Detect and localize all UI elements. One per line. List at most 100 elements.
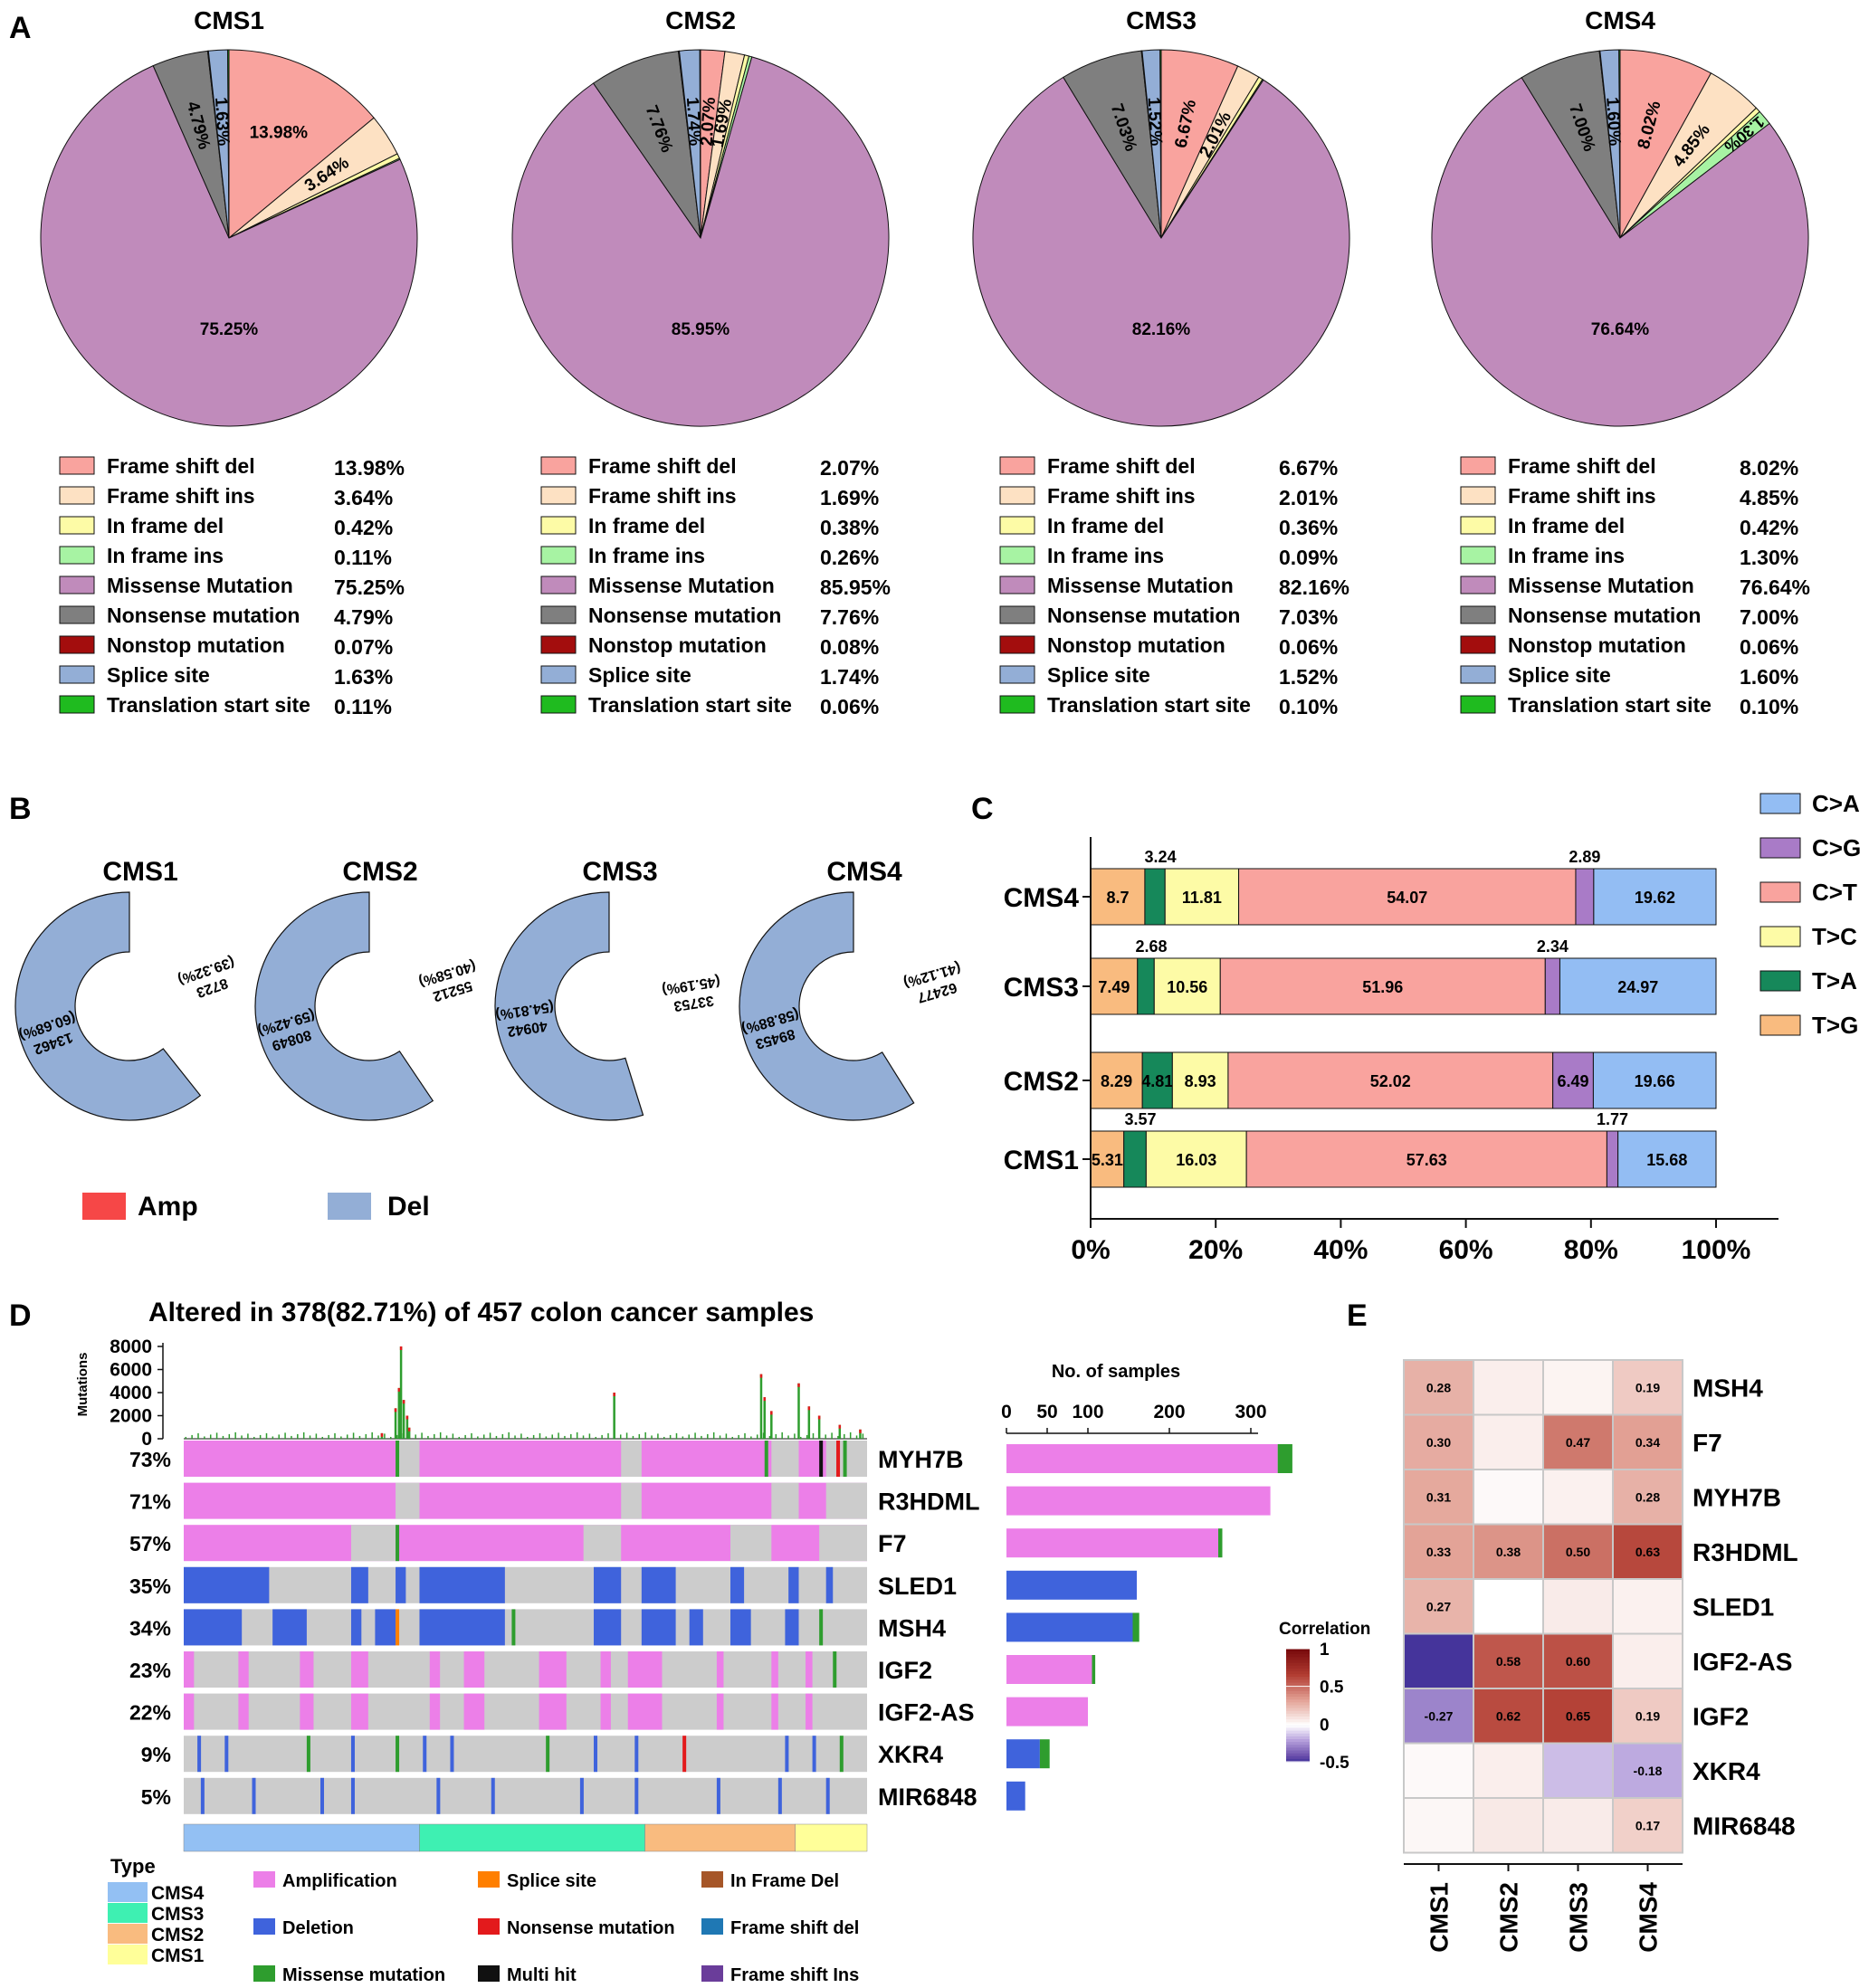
colorbar-step [1286, 1690, 1310, 1695]
heatmap-cell-label: -0.18 [1634, 1764, 1663, 1778]
bar-label: 5.31 [1092, 1151, 1123, 1169]
heatmap-row-label: XKR4 [1693, 1757, 1760, 1785]
legend-value: 0.36% [1279, 516, 1338, 539]
onco-block [429, 1693, 441, 1730]
onco-block [429, 1651, 441, 1688]
heatmap-cell [1612, 1523, 1683, 1580]
bar-label: 2.68 [1135, 937, 1167, 956]
onco-block [771, 1441, 799, 1477]
heatmap-cell [1403, 1469, 1474, 1526]
legend-swatch-frame-shift-del [999, 456, 1035, 475]
onco-percent: 71% [129, 1490, 171, 1514]
legend-label-nonstop-mutation: Nonstop mutation [1508, 633, 1686, 657]
bar-category-label: CMS4 [1004, 883, 1080, 913]
panel-letter-e: E [1347, 1298, 1368, 1333]
alteration-legend-swatch-missense-mutation [253, 1965, 275, 1982]
onco-mark [396, 1736, 400, 1773]
colorbar-step [1286, 1750, 1310, 1755]
onco-mark [785, 1736, 789, 1773]
type-legend-swatch-cms2 [108, 1924, 148, 1944]
heatmap-row-r3hdml: 0.33 0.38 0.50 0.63 R3HDML [1403, 1523, 1798, 1580]
legend-swatch-t-g [1759, 1014, 1801, 1036]
pie-slice-label-missense: 75.25% [200, 320, 259, 339]
legend-value: 0.38% [820, 516, 879, 539]
bar-segment-c-a [1617, 1130, 1717, 1188]
bar-label: 7.49 [1098, 978, 1130, 996]
donut-slice-del [739, 891, 915, 1121]
colorbar-step [1286, 1717, 1310, 1720]
onco-mark [200, 1777, 205, 1814]
heatmap-row-xkr4: -0.18 XKR4 [1403, 1742, 1760, 1799]
legend-label-in-frame-ins: In frame ins [1508, 544, 1625, 567]
alteration-legend-swatch-multi-hit [478, 1965, 500, 1982]
onco-block [730, 1609, 751, 1646]
onco-row-r3hdml: 71% R3HDML [129, 1482, 1271, 1519]
heatmap-cell [1542, 1359, 1614, 1416]
bar-label: 51.96 [1362, 978, 1403, 996]
bar-label: 8.29 [1101, 1072, 1132, 1090]
alteration-legend-swatch-amplification [253, 1871, 275, 1888]
legend-value: 7.00% [1740, 605, 1798, 629]
legend-label-t-c: T>C [1812, 923, 1857, 950]
panel-letter-d: D [9, 1298, 32, 1333]
legend-label-translation-start-site: Translation start site [107, 693, 310, 717]
sample-count-bar-mutation [1039, 1739, 1050, 1769]
samples-tick-label: 300 [1235, 1402, 1266, 1422]
alteration-legend-label: In Frame Del [730, 1871, 839, 1891]
legend-label-splice-site: Splice site [107, 663, 210, 687]
legend-swatch-in-frame-ins [59, 546, 95, 565]
bar-label: 4.81 [1141, 1072, 1173, 1090]
legend-swatch-c-t [1759, 881, 1801, 903]
legend-swatch-missense-mutation [540, 575, 577, 594]
onco-block [806, 1693, 813, 1730]
legend-swatch-splice-site [999, 665, 1035, 684]
pie-slice-missense-mutation [40, 64, 418, 427]
pie-slice-translation-start-site [699, 49, 701, 239]
donut-title: CMS2 [342, 857, 417, 887]
pie-slice-label-missense: 85.95% [672, 320, 730, 339]
legend-label-in-frame-ins: In frame ins [107, 544, 224, 567]
onco-row-base [184, 1482, 867, 1519]
donut-slice-del [494, 891, 644, 1121]
alteration-legend-swatch-frame-shift-ins [701, 1965, 723, 1982]
x-tick-label: 80% [1564, 1235, 1618, 1265]
bar-segment-t-a [1137, 957, 1155, 1015]
legend-label-frame-shift-del: Frame shift del [1508, 454, 1656, 478]
onco-gene-label: MYH7B [878, 1446, 964, 1473]
onco-block [350, 1566, 368, 1603]
heatmap-cell [1403, 1742, 1474, 1799]
legend-swatch-in-frame-ins [1460, 546, 1496, 565]
heatmap-cell [1403, 1578, 1474, 1635]
colorbar-tick-label: 1 [1320, 1641, 1330, 1660]
onco-row-sled1: 35% SLED1 [129, 1566, 1137, 1603]
colorbar-step [1286, 1719, 1310, 1723]
legend-label-splice-site: Splice site [588, 663, 691, 687]
panel-b-cnv-donuts: CMS18723(39.32%)13462(60.68%)CMS255212(4… [14, 857, 962, 1222]
onco-block [594, 1566, 622, 1603]
heatmap-cell-label: 0.28 [1635, 1489, 1660, 1504]
heatmap-cell [1473, 1413, 1544, 1470]
legend-value: 85.95% [820, 575, 891, 599]
legend-swatch-frame-shift-ins [540, 486, 577, 505]
pie-cms3: CMS3 6.67% 2.01% 7.03% 1.52% 82.16% Frame shif… [972, 6, 1350, 718]
sample-count-bar [1006, 1528, 1218, 1558]
pie-slice-translation-start-site [1159, 49, 1162, 239]
alteration-legend-swatch-deletion [253, 1918, 275, 1935]
onco-row-base [184, 1441, 867, 1477]
legend-swatch-frame-shift-del [1460, 456, 1496, 475]
onco-block [583, 1525, 622, 1562]
heatmap-cell [1542, 1578, 1614, 1635]
legend-label-t-g: T>G [1812, 1012, 1858, 1039]
onco-mark [819, 1609, 824, 1646]
onco-mark [450, 1736, 454, 1773]
sample-count-bar [1006, 1570, 1137, 1600]
onco-block [600, 1651, 611, 1688]
heatmap-cell-label: 0.60 [1566, 1654, 1590, 1669]
legend-value: 7.03% [1279, 605, 1338, 629]
legend-label-nonsense-mutation: Nonsense mutation [588, 604, 781, 627]
onco-mark [252, 1777, 256, 1814]
onco-row-mir6848: 5% MIR6848 [141, 1777, 1025, 1814]
bar-segment-c-t [1245, 1130, 1607, 1188]
